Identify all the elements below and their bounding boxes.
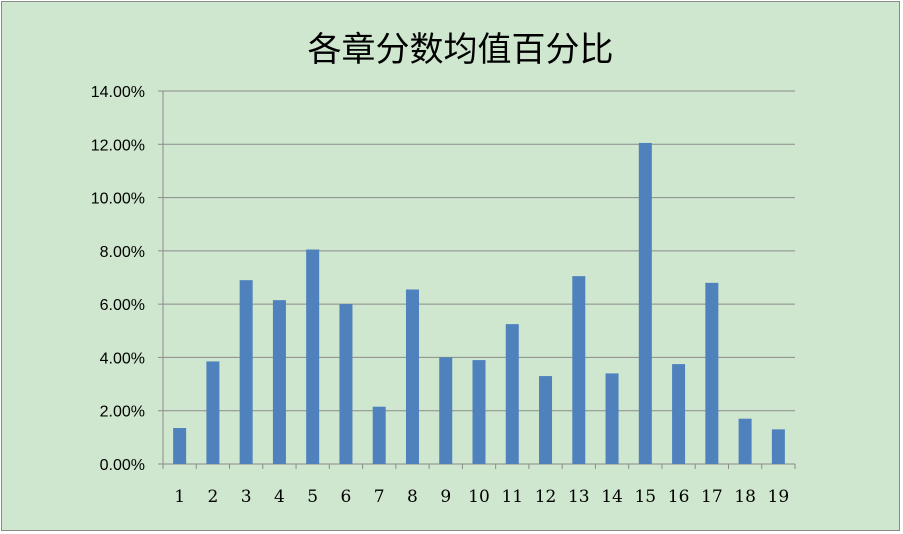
x-tick-label: 12 [535,487,557,507]
x-tick-label: 11 [501,487,523,507]
bar [339,304,353,464]
x-tick-label: 8 [407,487,418,507]
y-tick-label: 10.00% [91,191,145,208]
x-tick-label: 2 [207,487,218,507]
bar [705,282,719,464]
bar [206,361,220,464]
y-tick-label: 14.00% [91,84,145,101]
bar [738,418,752,464]
x-tick-label: 16 [668,487,690,507]
x-tick-label: 14 [601,487,623,507]
bar [572,276,586,464]
x-tick-label: 5 [307,487,318,507]
chart-title: 各章分数均值百分比 [307,30,614,70]
x-tick-label: 15 [634,487,656,507]
bar [239,280,253,464]
x-tick-label: 17 [701,487,723,507]
y-tick-label: 8.00% [100,244,145,261]
y-tick-label: 0.00% [100,457,145,474]
x-tick-label: 9 [440,487,451,507]
bar [439,357,453,464]
x-tick-label: 13 [568,487,590,507]
bar [173,428,187,464]
bar [672,364,686,464]
bar [272,300,286,464]
x-tick-label: 6 [341,487,352,507]
x-tick-label: 18 [734,487,756,507]
bar [638,142,652,465]
x-tick-label: 4 [274,487,285,507]
bar [372,406,386,464]
x-tick-label: 1 [174,487,185,507]
x-tick-label: 7 [374,487,385,507]
bar [771,429,785,464]
bar [505,324,519,464]
y-tick-label: 12.00% [91,137,145,154]
y-tick-label: 4.00% [100,350,145,367]
bar [405,289,419,464]
x-tick-label: 19 [768,487,790,507]
x-tick-label: 10 [468,487,490,507]
y-tick-label: 2.00% [100,404,145,421]
y-tick-label: 6.00% [100,297,145,314]
x-tick-label: 3 [241,487,252,507]
bar [539,376,553,464]
bar [306,249,320,464]
bar [605,373,619,464]
bar [472,360,486,464]
